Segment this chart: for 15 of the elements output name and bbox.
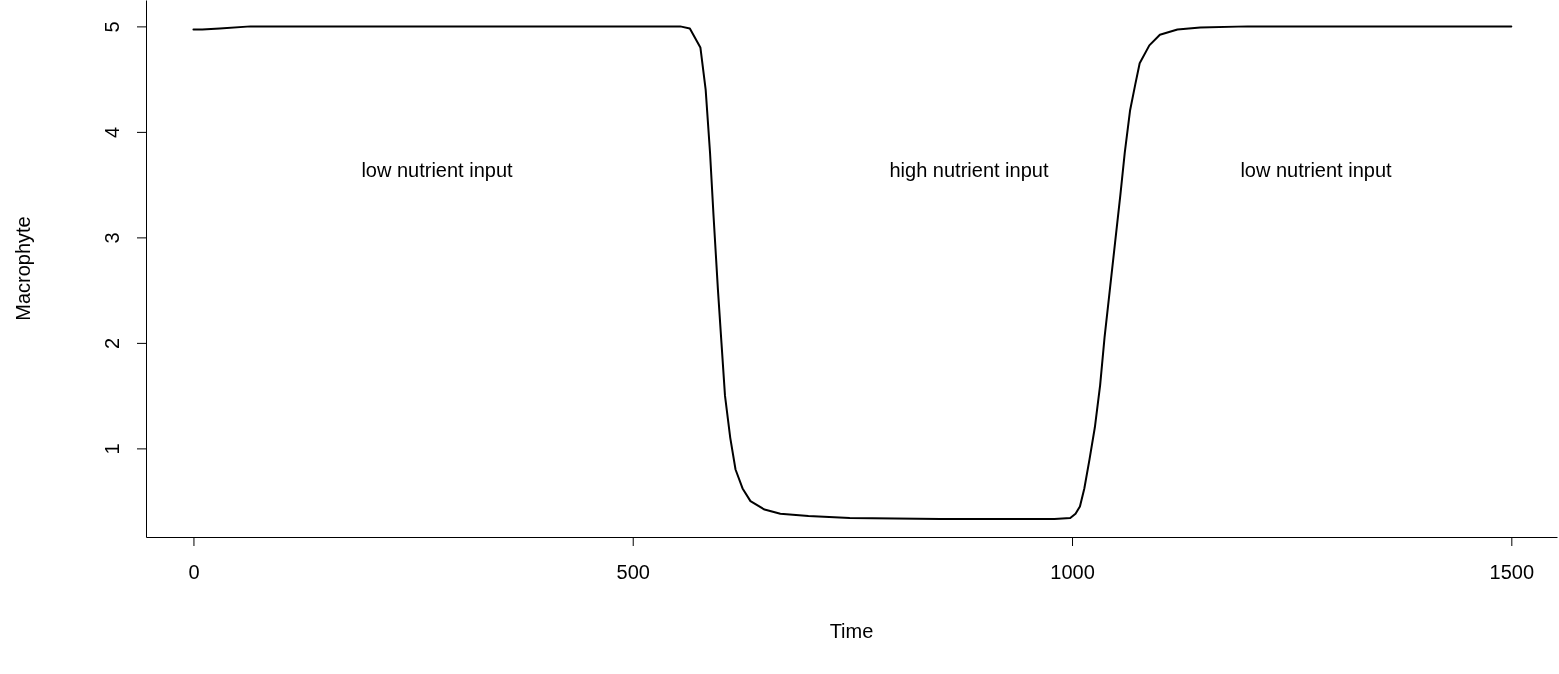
y-tick-label: 3: [101, 232, 123, 244]
x-tick-label: 1500: [1489, 561, 1535, 583]
y-tick-label: 4: [101, 126, 123, 138]
line-series: [192, 25, 1513, 521]
y-tick-label: 5: [101, 21, 123, 33]
x-tick-label: 1000: [1050, 561, 1095, 583]
x-tick-label: 0: [188, 561, 200, 583]
y-axis-title: Macrophyte: [12, 216, 34, 321]
annotation: low nutrient input: [361, 159, 514, 181]
annotation: low nutrient input: [1240, 159, 1393, 181]
annotation: high nutrient input: [889, 159, 1049, 181]
x-axis-title: Time: [829, 620, 874, 642]
y-tick-label: 2: [101, 337, 123, 349]
y-tick-label: 1: [101, 443, 123, 455]
x-tick-label: 500: [616, 561, 650, 583]
